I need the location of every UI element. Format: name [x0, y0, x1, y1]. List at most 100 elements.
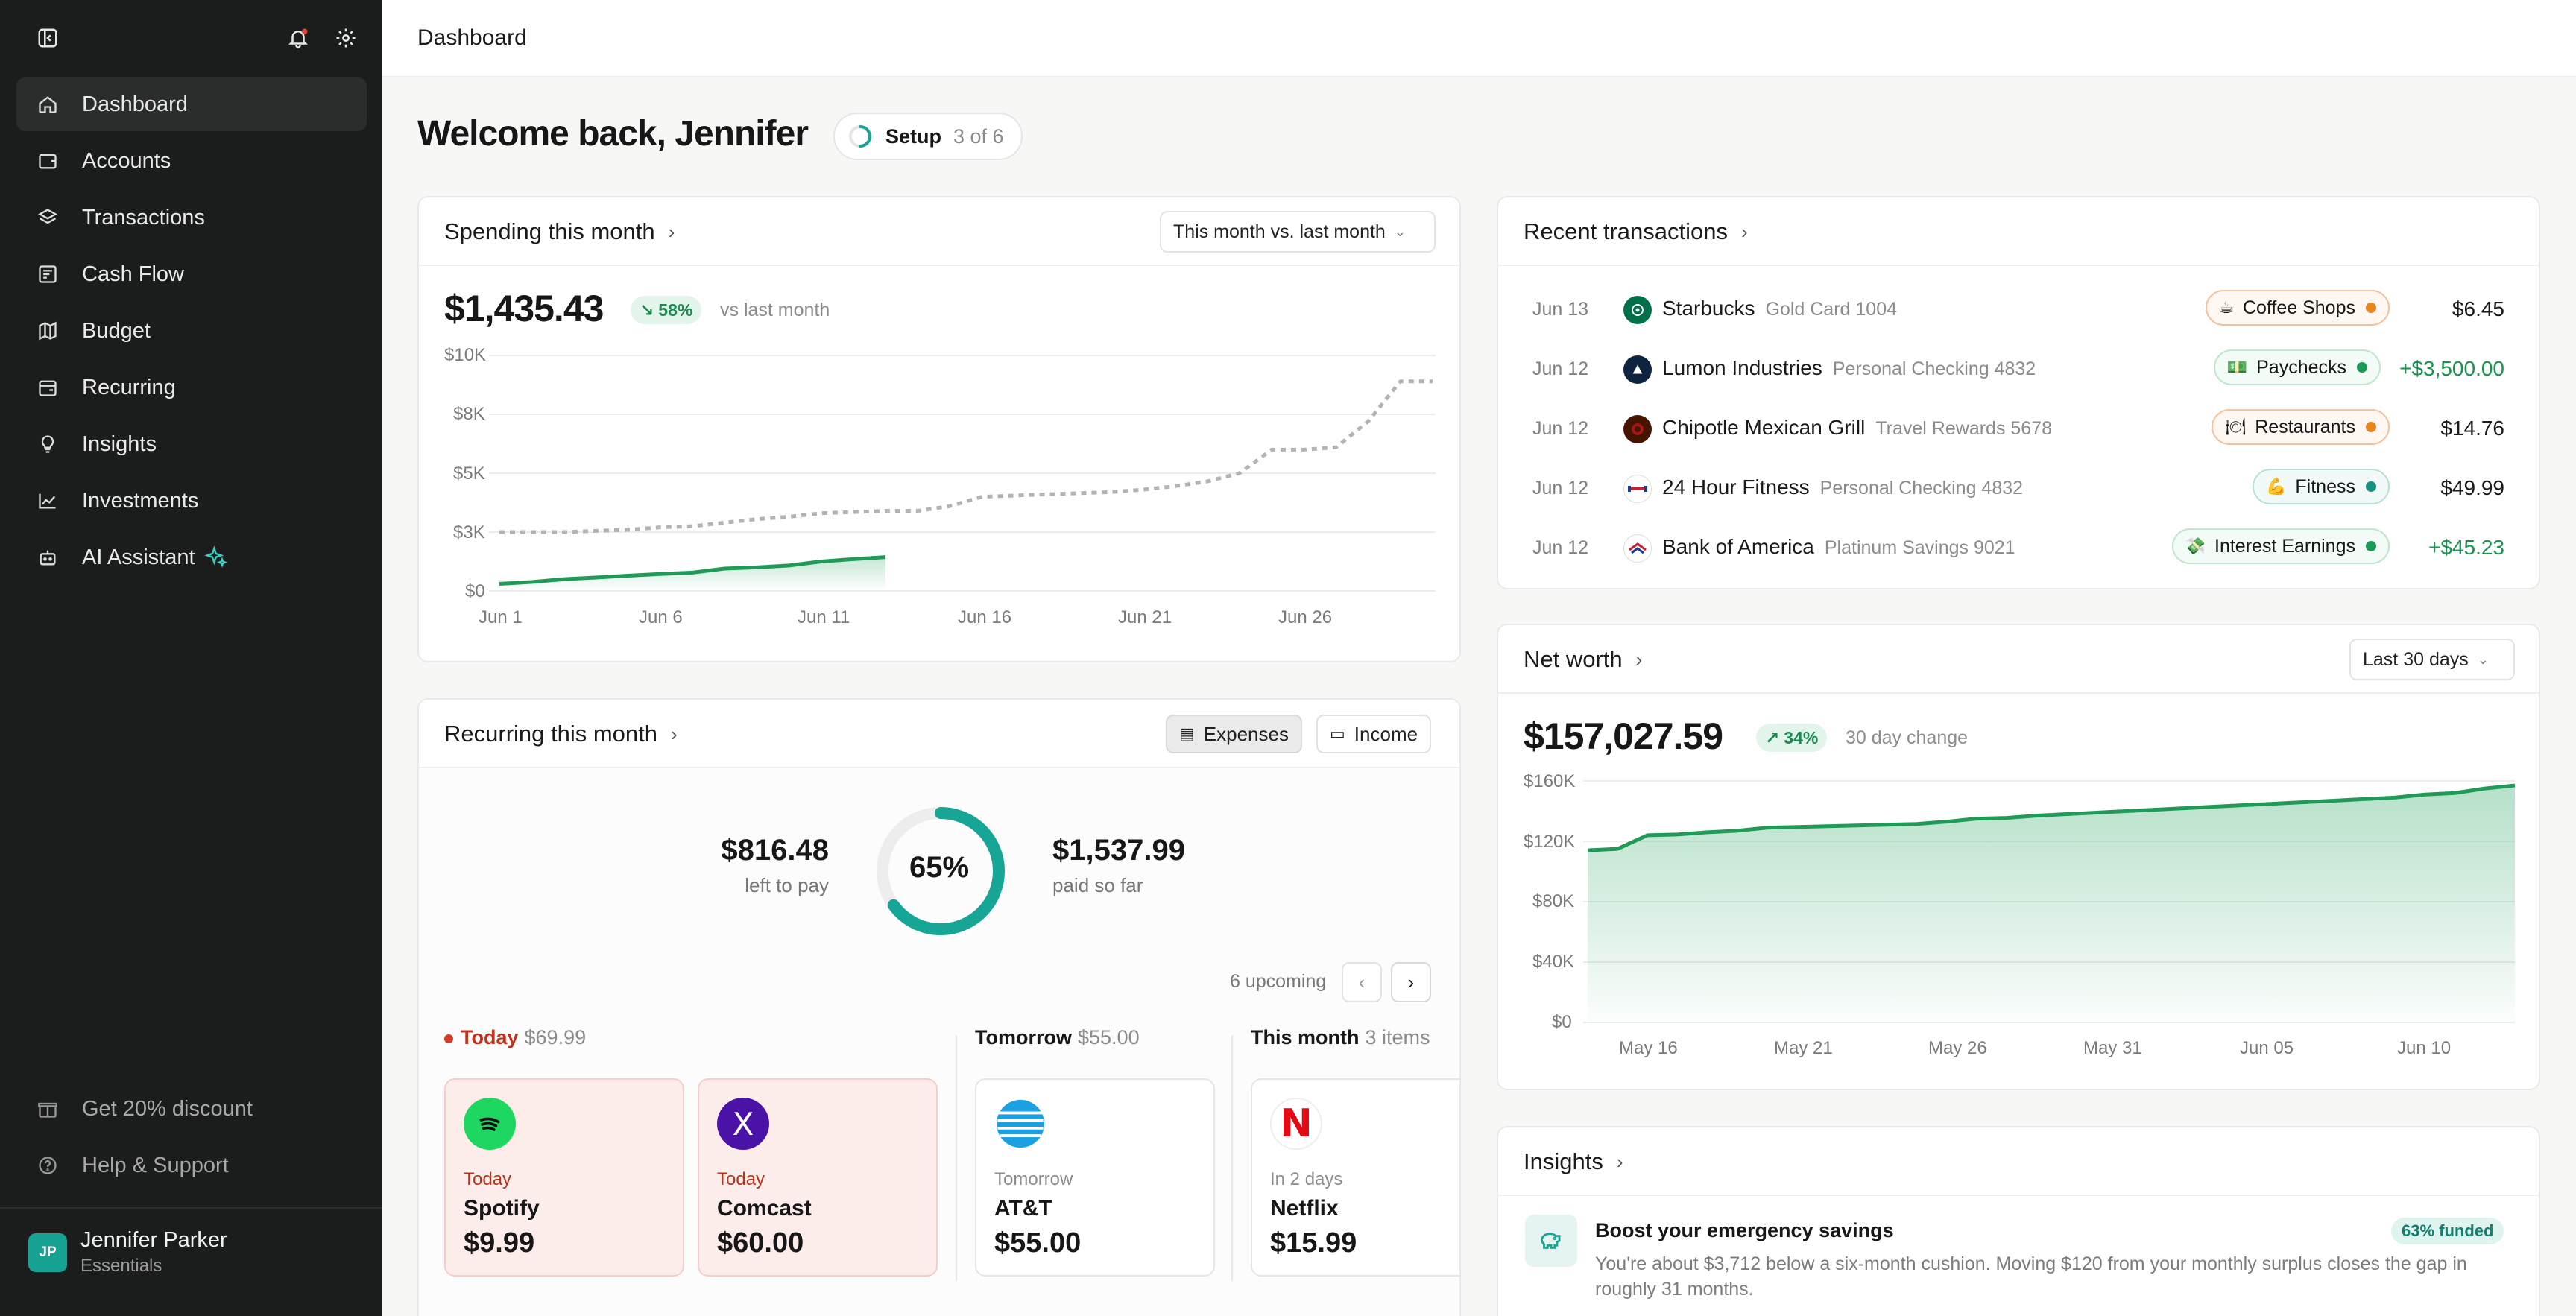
lightbulb-icon — [36, 432, 60, 456]
sidebar-item-investments[interactable]: Investments — [16, 474, 367, 528]
tab-income-label: Income — [1354, 722, 1418, 745]
spending-title: Spending this month — [444, 218, 655, 244]
avatar: JP — [28, 1233, 67, 1272]
transactions-title-link[interactable]: Recent transactions › — [1524, 218, 1748, 245]
x-tick-label: May 16 — [1619, 1038, 1678, 1058]
net-worth-line — [1587, 783, 2516, 852]
recurring-progress-donut — [877, 807, 1005, 935]
sidebar-item-insights[interactable]: Insights — [16, 417, 367, 471]
category-badge[interactable]: 💪 Fitness — [2253, 469, 2390, 504]
sidebar-item-discount[interactable]: Get 20% discount — [16, 1082, 367, 1136]
bill-name: Spotify — [464, 1196, 540, 1221]
transaction-merchant: Starbucks — [1662, 297, 1755, 320]
setup-label: Setup — [886, 124, 942, 148]
home-icon — [36, 92, 60, 116]
tab-expenses-label: Expenses — [1203, 722, 1289, 745]
y-tick-label: $5K — [453, 464, 485, 484]
sidebar-toggle-icon[interactable] — [33, 23, 63, 53]
user-profile[interactable]: JP Jennifer Parker Essentials — [28, 1228, 227, 1277]
chevron-down-icon: ⌄ — [1394, 224, 1406, 239]
sidebar-item-label: Investments — [82, 488, 199, 513]
sidebar-item-accounts[interactable]: Accounts — [16, 134, 367, 188]
setup-progress-pill[interactable]: Setup 3 of 6 — [833, 113, 1023, 160]
transaction-account: Platinum Savings 9021 — [1824, 537, 2015, 558]
transaction-row[interactable]: Jun 12 24 Hour Fitness Personal Checking … — [1498, 458, 2539, 518]
money-icon: 💵 — [2226, 358, 2248, 376]
arrow-down-right-icon: ↘ — [640, 300, 654, 320]
category-dot-icon — [2366, 303, 2376, 313]
coffee-icon: ☕ — [2219, 298, 2234, 317]
insight-funded-badge: 63% funded — [2391, 1218, 2504, 1244]
sidebar-item-transactions[interactable]: Transactions — [16, 191, 367, 244]
category-badge[interactable]: ☕ Coffee Shops — [2206, 290, 2390, 326]
chevron-right-icon: › — [1616, 1150, 1623, 1173]
next-page-button[interactable]: › — [1391, 962, 1431, 1002]
group-divider — [956, 1035, 957, 1281]
transaction-row[interactable]: Jun 12 Bank of America Platinum Savings 9… — [1498, 518, 2539, 578]
category-badge[interactable]: 💸 Interest Earnings — [2171, 528, 2390, 564]
transaction-account: Personal Checking 4832 — [1819, 478, 2024, 499]
bill-card-netflix[interactable]: N In 2 days Netflix $15.99 — [1251, 1078, 1459, 1277]
recurring-title: Recurring this month — [444, 721, 658, 747]
sidebar-item-help[interactable]: Help & Support — [16, 1139, 367, 1192]
category-badge[interactable]: 🍽 Restaurants — [2212, 409, 2390, 445]
sidebar-item-budget[interactable]: Budget — [16, 304, 367, 358]
y-tick-label: $0 — [1552, 1012, 1572, 1032]
bill-amount: $9.99 — [464, 1227, 535, 1259]
sidebar-nav: Dashboard Accounts Transactions Cash Flo… — [16, 77, 367, 587]
chevron-right-icon: › — [1407, 970, 1415, 993]
transaction-date: Jun 12 — [1532, 478, 1589, 499]
bill-amount: $60.00 — [717, 1227, 804, 1259]
category-label: Interest Earnings — [2214, 535, 2355, 557]
net-worth-title-link[interactable]: Net worth › — [1524, 646, 1642, 673]
y-tick-label: $120K — [1524, 832, 1576, 852]
sidebar-item-ai-assistant[interactable]: AI Assistant — [16, 531, 367, 584]
transaction-row[interactable]: Jun 13 Starbucks Gold Card 1004 ☕ Coffee S… — [1498, 279, 2539, 339]
paid-so-far-label: paid so far — [1052, 874, 1143, 896]
bell-icon[interactable] — [283, 23, 313, 53]
insight-description: You're about $3,712 below a six-month cu… — [1595, 1253, 2467, 1300]
bill-card-att[interactable]: Tomorrow AT&T $55.00 — [975, 1078, 1215, 1277]
transaction-amount: +$3,500.00 — [2399, 357, 2504, 380]
gear-icon[interactable] — [331, 23, 361, 53]
bill-card-comcast[interactable]: X Today Comcast $60.00 — [698, 1078, 938, 1277]
category-dot-icon — [2366, 541, 2376, 551]
category-badge[interactable]: 💵 Paychecks — [2213, 349, 2381, 385]
x-tick-label: Jun 16 — [958, 607, 1012, 627]
prev-page-button[interactable]: ‹ — [1342, 962, 1382, 1002]
chevron-down-icon: ⌄ — [2477, 651, 2489, 667]
insights-title-link[interactable]: Insights › — [1524, 1148, 1623, 1175]
this-month-series-line — [499, 555, 886, 586]
transaction-merchant: Bank of America — [1662, 535, 1814, 558]
group-label: Tomorrow — [975, 1026, 1072, 1048]
sidebar-divider — [0, 1207, 382, 1209]
chevron-right-icon: › — [668, 220, 675, 243]
page-title: Dashboard — [417, 25, 527, 50]
recurring-title-link[interactable]: Recurring this month › — [444, 721, 678, 747]
transaction-date: Jun 13 — [1532, 299, 1589, 320]
sidebar-item-label: Help & Support — [82, 1153, 229, 1177]
compare-period-select[interactable]: This month vs. last month ⌄ — [1160, 211, 1436, 253]
sidebar-item-dashboard[interactable]: Dashboard — [16, 77, 367, 131]
insights-title: Insights — [1524, 1148, 1603, 1174]
robot-icon — [36, 545, 60, 569]
net-worth-range-select[interactable]: Last 30 days ⌄ — [2349, 639, 2515, 680]
chipotle-logo-icon — [1623, 415, 1652, 443]
transaction-row[interactable]: Jun 12 Chipotle Mexican Grill Travel Rewa… — [1498, 399, 2539, 458]
net-worth-area — [1588, 785, 2515, 1022]
insight-title[interactable]: Boost your emergency savings — [1595, 1219, 1894, 1241]
starbucks-logo-icon — [1623, 296, 1652, 324]
tab-expenses[interactable]: ▤ Expenses — [1166, 715, 1302, 753]
sidebar-item-cash-flow[interactable]: Cash Flow — [16, 247, 367, 301]
lumon-logo-icon — [1623, 355, 1652, 384]
x-tick-label: Jun 1 — [479, 607, 523, 627]
sidebar-item-label: Accounts — [82, 148, 171, 173]
bill-card-spotify[interactable]: Today Spotify $9.99 — [444, 1078, 684, 1277]
transaction-merchant: 24 Hour Fitness — [1662, 475, 1810, 499]
spending-title-link[interactable]: Spending this month › — [444, 218, 675, 245]
sidebar-item-recurring[interactable]: Recurring — [16, 361, 367, 414]
att-logo-icon — [994, 1098, 1046, 1150]
transaction-row[interactable]: Jun 12 Lumon Industries Personal Checking… — [1498, 339, 2539, 399]
x-tick-label: Jun 21 — [1118, 607, 1172, 627]
tab-income[interactable]: ▭ Income — [1316, 715, 1432, 753]
